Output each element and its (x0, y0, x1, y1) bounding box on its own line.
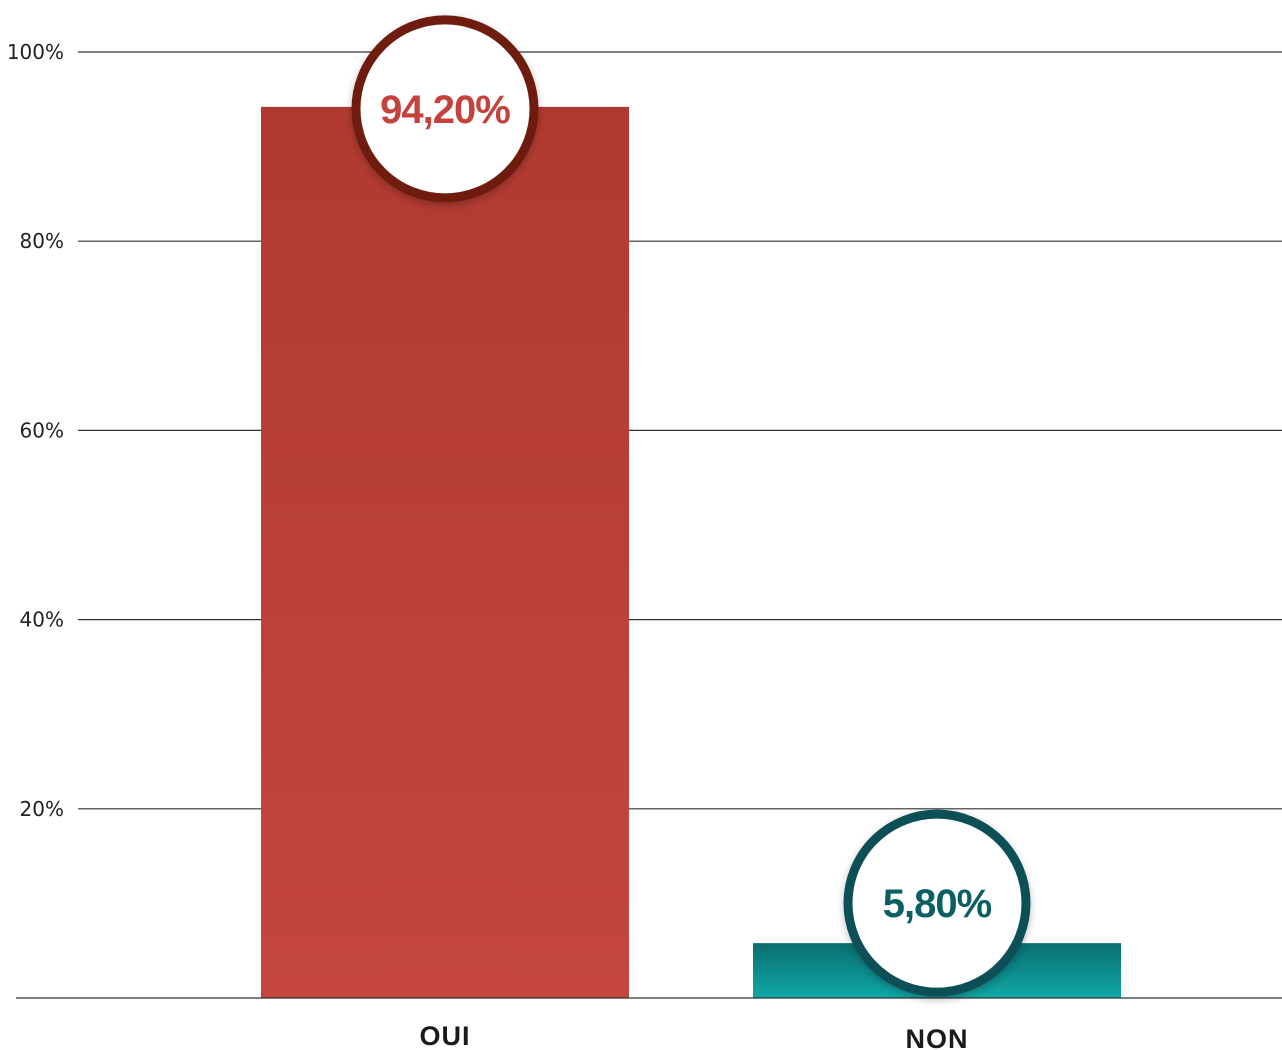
y-tick-label-40: 40% (20, 608, 64, 632)
y-tick-label-80: 80% (20, 229, 64, 253)
y-axis-tick-labels: 20% 40% 60% 80% 100% (7, 40, 64, 821)
data-labels: 94,20% 5,80% (351, 15, 1031, 997)
data-label-oui: 94,20% (380, 88, 510, 132)
x-tick-label-non: NON (906, 1024, 969, 1050)
gridlines (78, 51, 1282, 810)
data-label-ring-oui (351, 15, 539, 203)
bar-oui (261, 106, 629, 999)
y-tick-label-100: 100% (7, 40, 64, 64)
y-tick-label-60: 60% (20, 418, 64, 442)
x-axis-category-labels: OUI NON (419, 1021, 969, 1050)
y-tick-label-20: 20% (20, 797, 64, 821)
bars (261, 106, 1121, 999)
x-tick-label-oui: OUI (419, 1021, 470, 1050)
data-label-ring-non (843, 809, 1031, 997)
data-label-non: 5,80% (883, 882, 992, 926)
